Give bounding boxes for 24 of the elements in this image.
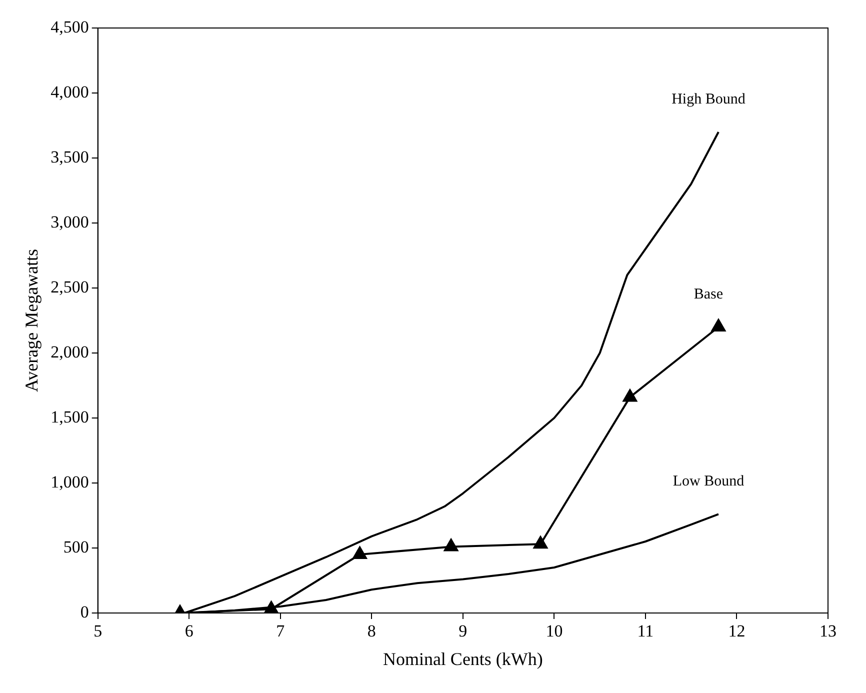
y-tick-label: 2,000: [50, 342, 89, 362]
x-axis-title: Nominal Cents (kWh): [382, 648, 543, 669]
y-tick-label: 1,500: [50, 407, 89, 426]
y-tick-label: 3,500: [50, 147, 89, 166]
x-tick-label: 8: [367, 622, 376, 641]
text: High Bound: [672, 91, 746, 108]
x-tick-label: 6: [184, 622, 194, 641]
y-tick-label: 4,000: [50, 82, 89, 102]
y-tick-label: 4,500: [50, 17, 89, 36]
y-axis-title: Average Megawatts: [22, 248, 42, 392]
x-tick-label: 13: [820, 622, 836, 641]
text: Low Bound: [672, 474, 745, 490]
x-tick-label: 9: [458, 622, 468, 641]
x-tick-label: 12: [728, 622, 746, 641]
y-tick-label: 3,000: [50, 212, 89, 232]
y-tick-label: 1,000: [50, 472, 89, 492]
y-tick-label: 0: [80, 602, 89, 622]
x-tick-label: 5: [94, 622, 102, 641]
x-tick-label: 10: [546, 622, 563, 641]
series-label: Base: [694, 286, 724, 302]
x-tick-label: 11: [637, 622, 654, 641]
y-tick-label: 2,500: [50, 277, 89, 296]
x-tick-label: 7: [276, 622, 286, 641]
y-tick-label: 500: [63, 537, 89, 556]
